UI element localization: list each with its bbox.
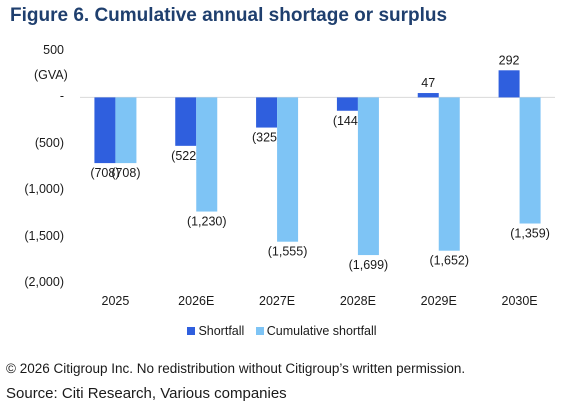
legend-label-cumulative-shortfall: Cumulative shortfall xyxy=(266,324,377,338)
data-label: (1,359) xyxy=(510,227,550,241)
legend-item-shortfall: Shortfall xyxy=(187,324,244,338)
legend-swatch-cumulative-shortfall xyxy=(255,327,264,335)
y-tick-label: (500) xyxy=(34,135,64,150)
y-tick-label: 500 xyxy=(43,43,64,57)
bar-cumulative-shortfall xyxy=(519,97,541,224)
data-label: (1,230) xyxy=(187,215,227,229)
data-label: (144) xyxy=(333,114,362,128)
x-tick-label: 2030E xyxy=(502,294,538,308)
copyright-notice: © 2026 Citigroup Inc. No redistribution … xyxy=(6,361,466,376)
y-axis-unit-label: (GVA) xyxy=(34,68,68,82)
data-label: (1,652) xyxy=(429,254,469,268)
data-label: (1,555) xyxy=(268,245,308,259)
bar-cumulative-shortfall xyxy=(115,97,137,164)
x-tick-label: 2027E xyxy=(259,294,295,308)
source-note: Source: Citi Research, Various companies xyxy=(6,385,287,402)
data-label: (1,699) xyxy=(349,258,389,272)
bar-cumulative-shortfall xyxy=(357,97,379,256)
x-tick-label: 2025 xyxy=(102,294,130,308)
y-tick-label: (2,000) xyxy=(24,275,64,289)
data-label: (522) xyxy=(171,149,200,163)
data-label: (325) xyxy=(252,131,281,145)
y-tick-label: (1,500) xyxy=(24,228,64,243)
data-label: 292 xyxy=(499,53,520,67)
bar-cumulative-shortfall xyxy=(277,97,299,242)
data-label: (708) xyxy=(90,166,119,180)
data-label: 47 xyxy=(421,76,435,90)
x-tick-label: 2026E xyxy=(178,294,214,308)
bar-shortfall xyxy=(256,97,278,128)
bar-cumulative-shortfall xyxy=(438,97,460,251)
bar-shortfall xyxy=(498,70,520,98)
x-tick-label: 2028E xyxy=(340,294,376,308)
y-tick-label: (1,000) xyxy=(24,182,64,197)
bar-chart: (708)(708) 2025 (522) (1,230) 2026E (325) (1,5… xyxy=(80,53,555,308)
legend-swatch-shortfall xyxy=(187,327,196,335)
legend-item-cumulative-shortfall: Cumulative shortfall xyxy=(255,324,377,338)
bar-shortfall xyxy=(94,97,116,164)
bar-shortfall xyxy=(417,93,439,98)
x-tick-label: 2029E xyxy=(421,294,457,308)
legend-label-shortfall: Shortfall xyxy=(198,324,245,338)
data-label: (708) xyxy=(111,166,140,180)
chart-legend: Shortfall Cumulative shortfall xyxy=(0,324,564,338)
bar-shortfall xyxy=(336,97,358,111)
chart-title: Figure 6. Cumulative annual shortage or … xyxy=(10,5,448,26)
bar-cumulative-shortfall xyxy=(196,97,218,212)
y-tick-label: - xyxy=(59,89,64,104)
bar-shortfall xyxy=(175,97,197,146)
